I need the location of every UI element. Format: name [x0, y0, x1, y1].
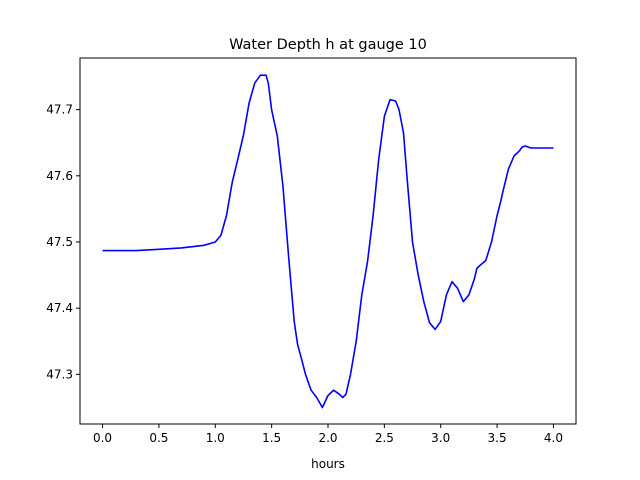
y-tick-label: 47.3 [46, 367, 73, 381]
x-tick-label: 2.5 [375, 431, 394, 445]
x-axis-label: hours [311, 457, 345, 471]
plot-frame [79, 57, 577, 425]
x-tick-label: 1.0 [206, 431, 225, 445]
y-axis: 47.3 47.4 47.5 47.6 47.7 [46, 103, 80, 381]
series-line [102, 74, 554, 409]
x-tick-label: 3.5 [488, 431, 507, 445]
y-tick-label: 47.6 [46, 169, 73, 183]
x-axis: 0.0 0.5 1.0 1.5 2.0 2.5 3.0 3.5 4.0 [93, 424, 563, 445]
x-tick-label: 1.5 [262, 431, 281, 445]
x-tick-label: 4.0 [544, 431, 563, 445]
y-tick-label: 47.7 [46, 103, 73, 117]
x-tick-label: 0.5 [149, 431, 168, 445]
y-tick-label: 47.4 [46, 301, 73, 315]
x-tick-label: 3.0 [431, 431, 450, 445]
y-tick-label: 47.5 [46, 235, 73, 249]
chart-title: Water Depth h at gauge 10 [229, 37, 427, 53]
x-tick-label: 2.0 [318, 431, 337, 445]
x-tick-label: 0.0 [93, 431, 112, 445]
